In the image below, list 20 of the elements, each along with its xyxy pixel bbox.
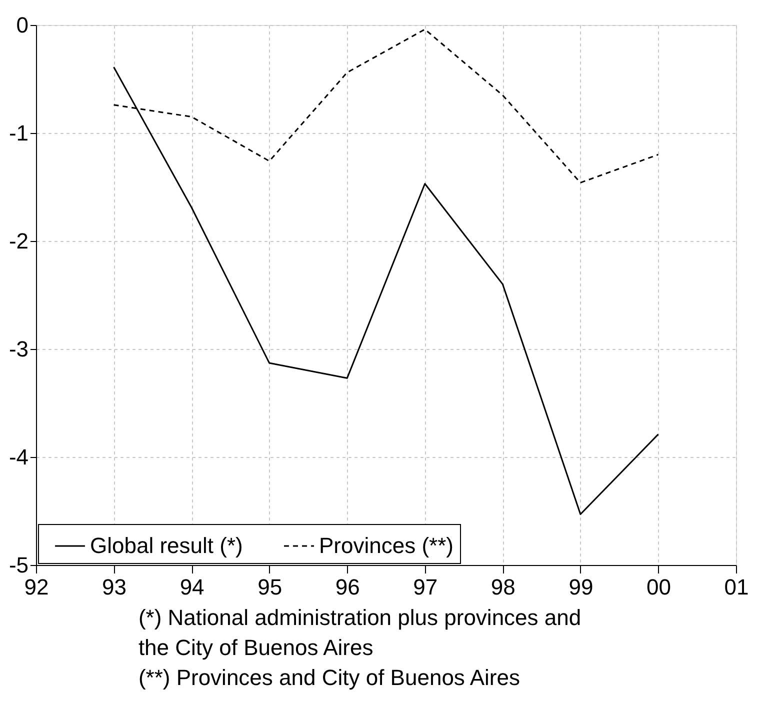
y-tick-label: -1 bbox=[8, 120, 28, 146]
x-tick-label: 99 bbox=[568, 574, 594, 600]
y-tick-label: -2 bbox=[8, 228, 28, 254]
y-tick-label: 0 bbox=[16, 12, 28, 38]
x-tick-label: 97 bbox=[413, 574, 438, 600]
legend-label: Provinces (**) bbox=[319, 533, 454, 558]
legend-label: Global result (*) bbox=[90, 533, 243, 558]
y-tick-label: -5 bbox=[8, 552, 28, 578]
x-tick-label: 94 bbox=[180, 574, 204, 600]
x-tick-label: 96 bbox=[335, 574, 360, 600]
x-tick-label: 01 bbox=[724, 574, 749, 600]
x-tick-label: 93 bbox=[102, 574, 127, 600]
x-tick-label: 95 bbox=[258, 574, 282, 600]
text: (*) National administration plus provinces and the City of Buenos Aires bbox=[138, 605, 582, 660]
y-tick-label: -4 bbox=[8, 444, 28, 470]
x-tick-label: 92 bbox=[24, 574, 49, 600]
x-tick-label: 00 bbox=[646, 574, 671, 600]
y-tick-label: -3 bbox=[8, 336, 28, 362]
x-tick-label: 98 bbox=[490, 574, 516, 600]
text: (**) Provinces and City of Buenos Aires bbox=[138, 665, 520, 690]
